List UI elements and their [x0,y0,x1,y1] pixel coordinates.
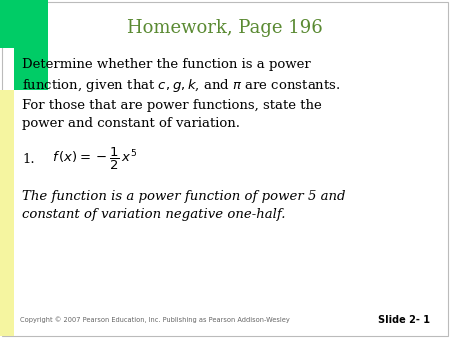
Text: Homework, Page 196: Homework, Page 196 [127,19,323,37]
Text: Copyright © 2007 Pearson Education, Inc. Publishing as Pearson Addison-Wesley: Copyright © 2007 Pearson Education, Inc.… [20,317,290,323]
Bar [0,0,48,48]
Text: 1.: 1. [22,153,35,166]
Bar [0,90,14,336]
Text: Determine whether the function is a power
function, given that $c, g, k$, and $\: Determine whether the function is a powe… [22,58,341,130]
Bar [14,48,48,90]
Text: Slide 2- 1: Slide 2- 1 [378,315,430,325]
Text: $f\,(x) = -\dfrac{1}{2}\,x^5$: $f\,(x) = -\dfrac{1}{2}\,x^5$ [52,146,137,172]
Text: The function is a power function of power 5 and
constant of variation negative o: The function is a power function of powe… [22,190,346,221]
